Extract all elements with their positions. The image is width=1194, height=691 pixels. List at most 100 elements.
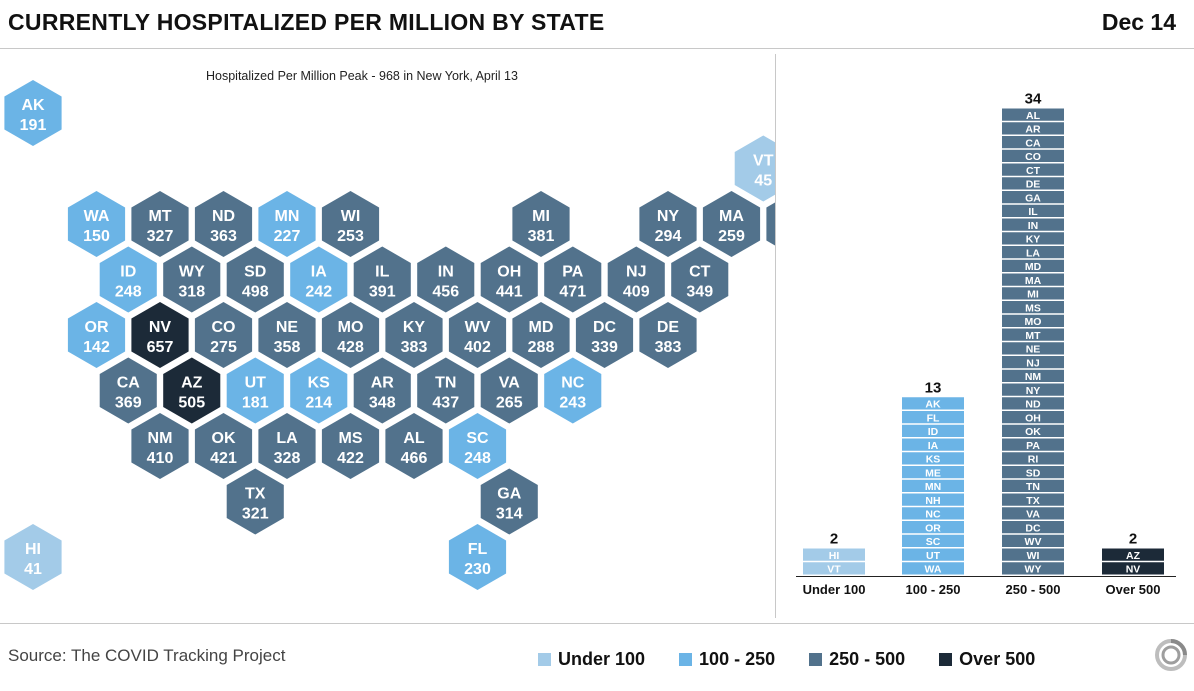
state-hex <box>448 524 507 590</box>
bar-segment-label: NV <box>1126 564 1141 576</box>
state-abbr: NM <box>148 430 173 447</box>
bar-segment-ga <box>1002 191 1064 204</box>
bar-segment-id <box>902 424 964 437</box>
legend: Under 100 100 - 250 250 - 500 Over 500 <box>538 647 1035 671</box>
state-tile-co: CO 275 <box>194 302 253 368</box>
state-value: 437 <box>432 395 459 412</box>
state-hex <box>226 357 284 424</box>
bar-segment-label: AZ <box>1126 550 1141 562</box>
bar-segment-label: ME <box>925 467 941 479</box>
bar-segment-label: ND <box>1025 399 1041 411</box>
state-value: 214 <box>305 395 332 412</box>
state-tile-ks: KS 214 <box>290 357 348 424</box>
state-hex <box>4 524 62 590</box>
state-hex <box>575 302 634 368</box>
bar-segment-hi <box>803 548 865 561</box>
bar-segment-il <box>1002 204 1064 217</box>
state-value: 381 <box>528 228 555 245</box>
footer-divider <box>0 623 1194 624</box>
state-abbr: CT <box>689 264 711 281</box>
state-value: 318 <box>178 284 205 301</box>
state-hex <box>480 468 538 535</box>
bar-segment-wy <box>1002 562 1064 575</box>
bar-segment-label: AR <box>1025 124 1041 136</box>
state-value: 328 <box>274 450 301 467</box>
state-hex <box>99 246 157 313</box>
state-hex <box>99 357 157 424</box>
state-hex <box>67 302 126 368</box>
state-abbr: SC <box>466 430 489 447</box>
state-tile-va: VA 265 <box>480 357 538 424</box>
bar-segment-label: MS <box>1025 302 1041 314</box>
state-abbr: AK <box>21 97 45 114</box>
state-value: 348 <box>369 395 396 412</box>
state-tile-il: IL 391 <box>353 246 411 313</box>
bar-segment-ak <box>902 397 964 410</box>
legend-swatch <box>809 652 823 666</box>
bar-segment-oh <box>1002 411 1064 424</box>
bar-total-label: 13 <box>925 379 942 396</box>
bar-segment-ca <box>1002 136 1064 149</box>
bar-segment-label: NE <box>1026 344 1041 356</box>
bar-segment-label: NY <box>1026 385 1041 397</box>
state-tile-ky: KY 383 <box>385 302 443 368</box>
state-tile-in: IN 456 <box>417 246 475 313</box>
bar-segment-nm <box>1002 369 1064 382</box>
state-tile-id: ID 248 <box>99 246 157 313</box>
state-tile-ma: MA 259 <box>702 191 761 257</box>
bar-segment-label: MN <box>925 481 941 493</box>
state-tile-de: DE 383 <box>639 302 697 368</box>
state-abbr: MA <box>719 208 744 225</box>
state-tile-ar: AR 348 <box>353 357 411 424</box>
state-value: 441 <box>496 284 523 301</box>
bar-segment-az <box>1102 548 1164 561</box>
state-value: 243 <box>559 395 586 412</box>
bar-segment-label: VA <box>1026 509 1040 521</box>
bar-segment-label: MO <box>1025 316 1042 328</box>
state-abbr: ND <box>212 208 235 225</box>
hex-tile-map: AK191ME147VT45NH188WA150MT327ND363MN227W… <box>4 80 775 590</box>
state-abbr: NY <box>657 208 680 225</box>
state-tile-wi: WI 253 <box>321 191 380 257</box>
bar-segment-label: SD <box>1026 467 1041 479</box>
state-hex <box>131 302 189 368</box>
bar-segment-label: AK <box>925 399 941 411</box>
state-abbr: NC <box>561 375 585 392</box>
bar-segment-ky <box>1002 232 1064 245</box>
bar-segment-mi <box>1002 287 1064 300</box>
state-hex <box>448 302 507 368</box>
state-hex <box>194 413 253 479</box>
state-tile-tx: TX 321 <box>226 468 284 535</box>
bar-segment-label: GA <box>1025 192 1041 204</box>
state-hex <box>448 413 507 479</box>
state-tile-wv: WV 402 <box>448 302 507 368</box>
bar-segment-wi <box>1002 548 1064 561</box>
state-abbr: MI <box>532 208 550 225</box>
bar-segment-label: RI <box>1028 454 1039 466</box>
state-hex <box>163 357 221 424</box>
bar-segment-mn <box>902 479 964 492</box>
state-tile-ut: UT 181 <box>226 357 284 424</box>
bar-segment-label: MD <box>1025 261 1042 273</box>
state-hex <box>321 191 380 257</box>
state-hex <box>290 246 348 313</box>
state-abbr: LA <box>276 430 298 447</box>
state-value: 265 <box>496 395 523 412</box>
state-abbr: WV <box>465 319 491 336</box>
state-hex <box>766 202 775 246</box>
state-tile-al: AL 466 <box>385 413 443 479</box>
bar-segment-label: PA <box>1026 440 1040 452</box>
state-hex <box>607 246 665 313</box>
bar-segment-label: NM <box>1025 371 1042 383</box>
state-hex <box>353 357 411 424</box>
state-value: 410 <box>147 450 174 467</box>
state-value: 191 <box>20 117 47 134</box>
state-tile-nj: NJ 409 <box>607 246 665 313</box>
state-tile-ri: RI409 <box>766 202 775 246</box>
bar-segment-label: TN <box>1026 481 1040 493</box>
date-label: Dec 14 <box>1101 9 1176 35</box>
state-value: 456 <box>432 284 459 301</box>
state-tile-mo: MO 428 <box>321 302 380 368</box>
bar-segment-nc <box>902 507 964 520</box>
